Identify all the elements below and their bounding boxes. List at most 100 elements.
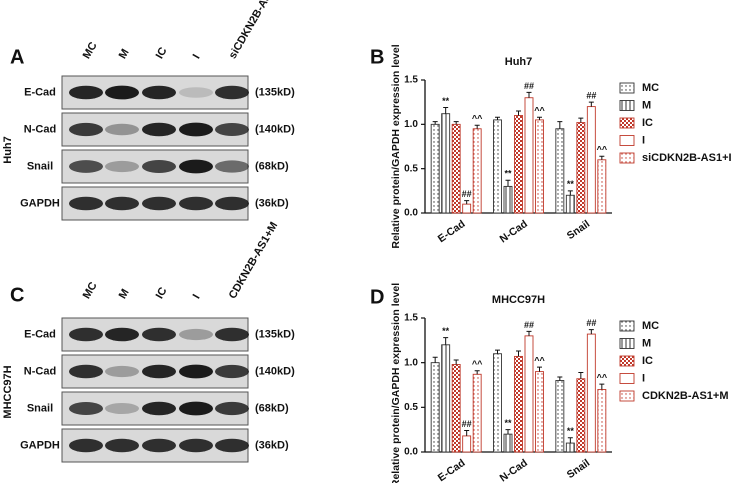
x-tick-label: E-Cad	[436, 457, 468, 483]
bar	[462, 203, 472, 214]
significance-mark: ##	[462, 419, 472, 429]
significance-mark: ##	[524, 320, 534, 330]
error-bar	[464, 200, 470, 205]
blot-band	[105, 438, 139, 453]
blot-band	[69, 327, 103, 342]
bar	[493, 119, 502, 214]
lane-label: I	[191, 52, 203, 61]
error-bar	[599, 383, 605, 390]
size-label: (68kD)	[255, 160, 289, 172]
bar	[597, 389, 607, 453]
significance-mark: **	[442, 96, 450, 106]
legend-swatch	[619, 152, 635, 164]
protein-label: N-Cad	[24, 365, 56, 377]
error-bar	[453, 121, 459, 125]
blot-band	[69, 196, 103, 211]
legend-label: I	[642, 372, 645, 384]
bar	[430, 362, 440, 453]
legend-label: CDKN2B-AS1+M	[642, 390, 729, 402]
x-tick-label: Snail	[565, 218, 593, 242]
legend-swatch	[619, 82, 635, 94]
bar	[535, 371, 544, 453]
blot-band	[215, 123, 249, 136]
error-bar	[526, 330, 532, 336]
bar	[586, 333, 596, 453]
size-label: (135kD)	[255, 86, 295, 98]
chart-title: Huh7	[505, 56, 533, 68]
error-bar	[588, 329, 594, 335]
error-bar	[516, 110, 521, 116]
legend-label: IC	[642, 117, 653, 129]
panel-label: C	[10, 284, 24, 306]
protein-label: GAPDH	[20, 197, 60, 209]
bar	[472, 373, 482, 453]
blot-band	[105, 403, 139, 414]
lane-label: CDKN2B-AS1+M	[227, 220, 281, 301]
legend-swatch	[619, 320, 635, 332]
blot-band	[69, 364, 103, 379]
error-bar	[578, 371, 584, 379]
legend-label: siCDKN2B-AS1+I	[642, 152, 732, 164]
error-bar	[432, 356, 438, 363]
blot-band	[215, 85, 249, 100]
protein-label: GAPDH	[20, 439, 60, 451]
significance-mark: ^^	[597, 372, 608, 382]
y-tick-label: 0.5	[404, 163, 418, 174]
cell-line-label: Huh7	[2, 136, 14, 164]
bar	[555, 380, 565, 453]
y-axis-label: Relative protein/GAPDH expression level	[390, 44, 402, 248]
significance-mark: **	[567, 426, 575, 436]
significance-mark: ^^	[597, 145, 608, 155]
blot-band	[142, 196, 176, 211]
blot-band	[215, 364, 249, 379]
legend-swatch	[619, 338, 635, 349]
blot-band	[142, 438, 176, 453]
size-label: (140kD)	[255, 365, 295, 377]
blot-band	[69, 160, 103, 173]
error-bar	[495, 349, 500, 354]
blot-band	[105, 327, 139, 342]
bar	[451, 123, 461, 214]
y-tick-label: 1.5	[404, 75, 418, 86]
blot-band	[105, 123, 139, 136]
y-tick-label: 1.0	[404, 357, 418, 368]
significance-mark: ^^	[534, 356, 545, 366]
protein-label: E-Cad	[24, 86, 56, 98]
blot-band	[179, 196, 213, 211]
blot-band	[69, 85, 103, 100]
bar	[430, 123, 440, 214]
panel-label: D	[370, 286, 384, 308]
panel-label: A	[10, 46, 24, 68]
legend-label: MC	[642, 82, 659, 94]
error-bar	[526, 91, 532, 98]
error-bar	[557, 376, 563, 381]
legend-swatch	[619, 355, 635, 367]
significance-mark: ##	[586, 318, 596, 328]
blot-band	[69, 402, 103, 415]
error-bar	[464, 430, 470, 436]
blot-band	[69, 122, 103, 137]
bar	[441, 344, 451, 453]
blot-band	[179, 328, 213, 341]
panel-label: B	[370, 46, 384, 68]
bar	[503, 433, 513, 453]
size-label: (36kD)	[255, 439, 289, 451]
blot-band	[142, 401, 176, 416]
error-bar	[474, 124, 480, 129]
error-bar	[537, 116, 542, 120]
blot-band	[179, 122, 213, 137]
size-label: (135kD)	[255, 328, 295, 340]
protein-label: Snail	[27, 402, 53, 414]
blot-band	[142, 364, 176, 379]
lane-label: MC	[81, 40, 100, 61]
y-tick-label: 0.0	[404, 208, 418, 219]
error-bar	[567, 437, 573, 444]
bar	[535, 119, 544, 214]
legend-swatch	[619, 390, 635, 402]
significance-mark: **	[442, 326, 450, 336]
significance-mark: **	[504, 418, 512, 428]
bar	[441, 113, 451, 214]
blot-band	[215, 401, 249, 416]
bar	[597, 159, 607, 214]
